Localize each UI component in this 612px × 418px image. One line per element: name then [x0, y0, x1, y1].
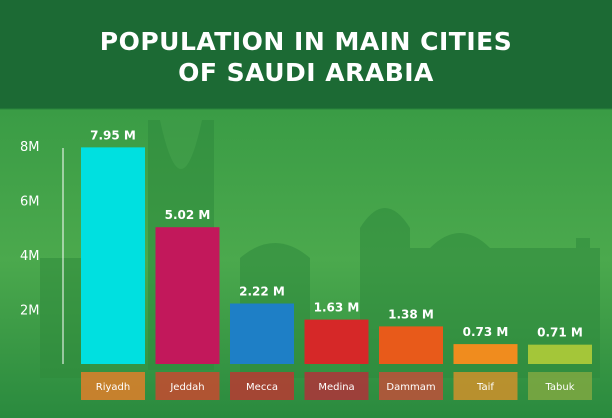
data-label: 0.73 M — [463, 325, 509, 339]
category-label: Riyadh — [96, 382, 130, 393]
category-strip — [230, 372, 294, 400]
title-line-2: OF SAUDI ARABIA — [178, 58, 434, 87]
category-strip — [81, 372, 145, 400]
bar-tabuk — [528, 344, 592, 364]
category-label: Dammam — [386, 382, 435, 393]
category-label: Tabuk — [544, 382, 574, 393]
data-label: 2.22 M — [239, 285, 285, 299]
category-strip — [453, 372, 518, 400]
y-tick-label: 2M — [20, 304, 40, 319]
category-strip — [304, 372, 369, 400]
title-line-1: POPULATION IN MAIN CITIES — [99, 27, 513, 56]
category-label: Medina — [318, 382, 354, 393]
data-label: 5.02 M — [165, 208, 211, 222]
bar-chart: 2M 4M 6M 8M 7.95 M 5.02 M 2.22 M 1.63 M 1.38 M 0… — [20, 120, 600, 400]
data-label: 0.71 M — [537, 326, 583, 340]
bars — [81, 147, 592, 364]
category-strip — [379, 372, 443, 400]
bar-dammam — [379, 326, 443, 364]
y-tick-label: 4M — [20, 249, 40, 264]
data-label: 1.63 M — [314, 301, 360, 315]
data-label: 7.95 M — [90, 128, 136, 142]
chart-title: POPULATION IN MAIN CITIES OF SAUDI ARABI… — [0, 26, 612, 88]
category-labels: Riyadh Jeddah Mecca Medina Dammam Taif Tabuk — [81, 372, 592, 400]
category-label: Jeddah — [169, 382, 204, 393]
bar-mecca — [230, 303, 294, 364]
y-tick-label: 6M — [20, 195, 40, 210]
bar-riyadh — [81, 147, 145, 364]
header-band — [0, 0, 612, 108]
y-axis-ticks: 2M 4M 6M 8M — [20, 140, 40, 319]
data-labels: 7.95 M 5.02 M 2.22 M 1.63 M 1.38 M 0.73 M 0.71… — [90, 128, 583, 339]
bar-jeddah — [155, 227, 220, 364]
bar-taif — [453, 344, 518, 364]
y-tick-label: 8M — [20, 140, 40, 155]
category-strip — [528, 372, 592, 400]
category-label: Taif — [476, 382, 494, 393]
category-strip — [155, 372, 220, 400]
bar-medina — [304, 319, 369, 364]
category-label: Mecca — [246, 382, 278, 393]
data-label: 1.38 M — [388, 307, 434, 321]
